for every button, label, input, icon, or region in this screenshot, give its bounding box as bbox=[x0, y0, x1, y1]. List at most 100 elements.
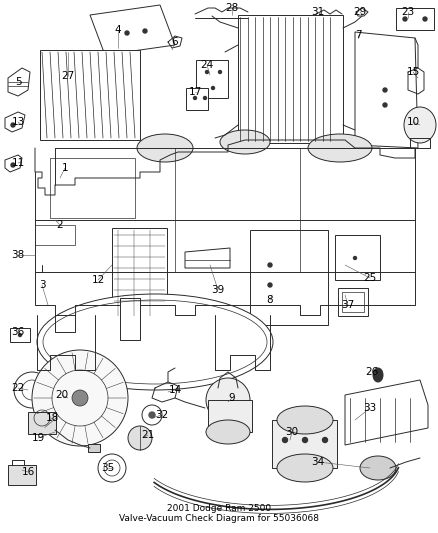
Bar bbox=[50, 158, 135, 218]
Bar bbox=[342, 292, 364, 312]
Polygon shape bbox=[90, 5, 175, 55]
Text: 6: 6 bbox=[172, 37, 178, 47]
Text: 27: 27 bbox=[61, 71, 74, 81]
Text: 3: 3 bbox=[39, 280, 45, 290]
Ellipse shape bbox=[220, 130, 270, 154]
Bar bbox=[8, 465, 36, 485]
Text: 14: 14 bbox=[168, 385, 182, 395]
Text: 34: 34 bbox=[311, 457, 325, 467]
Circle shape bbox=[283, 438, 287, 442]
Bar bbox=[208, 400, 252, 432]
Text: 2: 2 bbox=[57, 220, 64, 230]
Text: 13: 13 bbox=[11, 117, 25, 127]
Text: 9: 9 bbox=[229, 393, 235, 403]
Ellipse shape bbox=[128, 426, 152, 450]
Bar bbox=[88, 444, 100, 452]
Text: 12: 12 bbox=[92, 275, 105, 285]
Ellipse shape bbox=[14, 372, 50, 408]
Circle shape bbox=[353, 256, 357, 260]
Text: 1: 1 bbox=[62, 163, 68, 173]
Text: 31: 31 bbox=[311, 7, 325, 17]
Bar bbox=[338, 288, 368, 316]
Polygon shape bbox=[355, 32, 418, 148]
Text: 20: 20 bbox=[56, 390, 69, 400]
Text: 38: 38 bbox=[11, 250, 25, 260]
Ellipse shape bbox=[308, 134, 372, 162]
Ellipse shape bbox=[206, 378, 250, 422]
Text: 25: 25 bbox=[364, 273, 377, 283]
Circle shape bbox=[204, 96, 206, 100]
Polygon shape bbox=[8, 68, 30, 96]
Text: 23: 23 bbox=[401, 7, 415, 17]
Circle shape bbox=[18, 334, 21, 336]
Text: 11: 11 bbox=[11, 158, 25, 168]
Circle shape bbox=[383, 88, 387, 92]
Text: 10: 10 bbox=[406, 117, 420, 127]
Circle shape bbox=[219, 70, 222, 74]
Ellipse shape bbox=[277, 406, 333, 434]
Polygon shape bbox=[5, 155, 22, 172]
Ellipse shape bbox=[206, 420, 250, 444]
Text: 36: 36 bbox=[11, 327, 25, 337]
Text: 37: 37 bbox=[341, 300, 355, 310]
Ellipse shape bbox=[404, 107, 436, 143]
Bar bbox=[28, 412, 56, 434]
Circle shape bbox=[149, 412, 155, 418]
Bar bbox=[335, 235, 380, 280]
Polygon shape bbox=[185, 248, 230, 268]
Polygon shape bbox=[345, 380, 428, 445]
Text: 2001 Dodge Ram 2500
Valve-Vacuum Check Diagram for 55036068: 2001 Dodge Ram 2500 Valve-Vacuum Check D… bbox=[119, 504, 319, 523]
Text: 24: 24 bbox=[200, 60, 214, 70]
Text: 26: 26 bbox=[365, 367, 378, 377]
Bar bbox=[238, 15, 343, 143]
Text: 33: 33 bbox=[364, 403, 377, 413]
Text: 5: 5 bbox=[15, 77, 21, 87]
Bar bbox=[250, 230, 328, 325]
Circle shape bbox=[212, 86, 215, 90]
Ellipse shape bbox=[137, 134, 193, 162]
Circle shape bbox=[143, 29, 147, 33]
Text: 39: 39 bbox=[212, 285, 225, 295]
Ellipse shape bbox=[277, 454, 333, 482]
Circle shape bbox=[423, 17, 427, 21]
Circle shape bbox=[125, 31, 129, 35]
Text: 4: 4 bbox=[115, 25, 121, 35]
Bar bbox=[272, 420, 337, 468]
Text: 7: 7 bbox=[355, 30, 361, 40]
Ellipse shape bbox=[98, 454, 126, 482]
Text: 15: 15 bbox=[406, 67, 420, 77]
Bar bbox=[112, 228, 167, 318]
Text: 19: 19 bbox=[32, 433, 45, 443]
Bar bbox=[186, 88, 208, 110]
Text: 29: 29 bbox=[353, 7, 367, 17]
Circle shape bbox=[322, 438, 328, 442]
Ellipse shape bbox=[360, 456, 396, 480]
Bar bbox=[10, 328, 30, 342]
Bar bbox=[196, 60, 228, 98]
Ellipse shape bbox=[37, 294, 273, 390]
Text: 17: 17 bbox=[188, 87, 201, 97]
Ellipse shape bbox=[72, 390, 88, 406]
Polygon shape bbox=[5, 112, 25, 132]
Bar bbox=[40, 50, 140, 140]
Text: 8: 8 bbox=[267, 295, 273, 305]
Text: 35: 35 bbox=[101, 463, 115, 473]
Bar bbox=[396, 8, 434, 30]
Text: 28: 28 bbox=[226, 3, 239, 13]
Circle shape bbox=[268, 283, 272, 287]
Ellipse shape bbox=[32, 350, 128, 446]
Circle shape bbox=[403, 17, 407, 21]
Circle shape bbox=[383, 103, 387, 107]
Text: 30: 30 bbox=[286, 427, 299, 437]
Ellipse shape bbox=[142, 405, 162, 425]
Text: 16: 16 bbox=[21, 467, 35, 477]
Circle shape bbox=[194, 96, 197, 100]
Circle shape bbox=[268, 263, 272, 267]
Circle shape bbox=[303, 438, 307, 442]
Text: 21: 21 bbox=[141, 430, 155, 440]
Ellipse shape bbox=[373, 368, 383, 382]
Text: 32: 32 bbox=[155, 410, 169, 420]
Text: 22: 22 bbox=[11, 383, 25, 393]
Text: 18: 18 bbox=[46, 413, 59, 423]
Circle shape bbox=[11, 163, 15, 167]
